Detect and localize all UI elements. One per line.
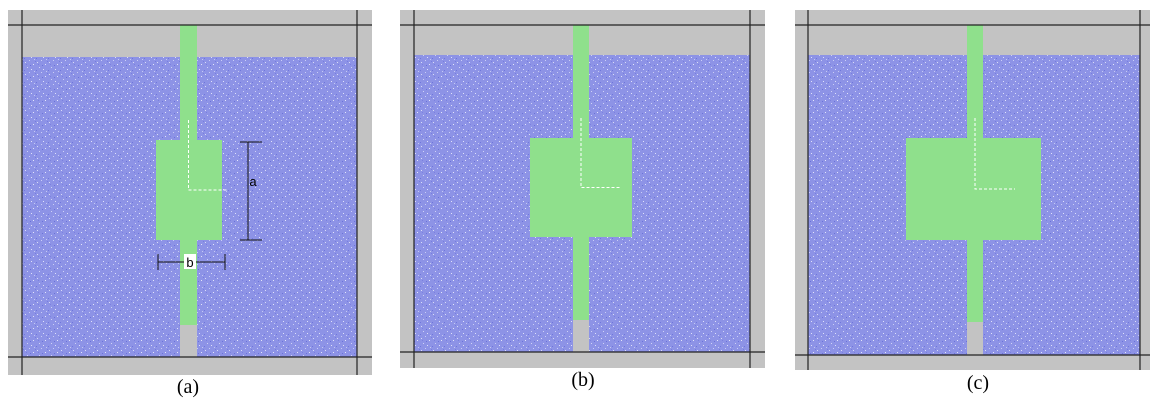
column-bottom [967,322,983,355]
dimension-label: b [186,255,193,270]
green-block [906,138,1041,240]
column-bottom [180,325,197,357]
panel: (b) [400,10,765,391]
figure: a b (a) (b) (c) [0,0,1152,408]
panel-caption: (a) [177,376,199,398]
panel: (c) [795,10,1150,394]
panel-caption: (c) [967,372,989,394]
column-bottom [573,320,589,352]
panel: a b (a) [8,10,372,398]
panel-caption: (b) [571,369,594,391]
dimension-label: a [249,174,257,189]
